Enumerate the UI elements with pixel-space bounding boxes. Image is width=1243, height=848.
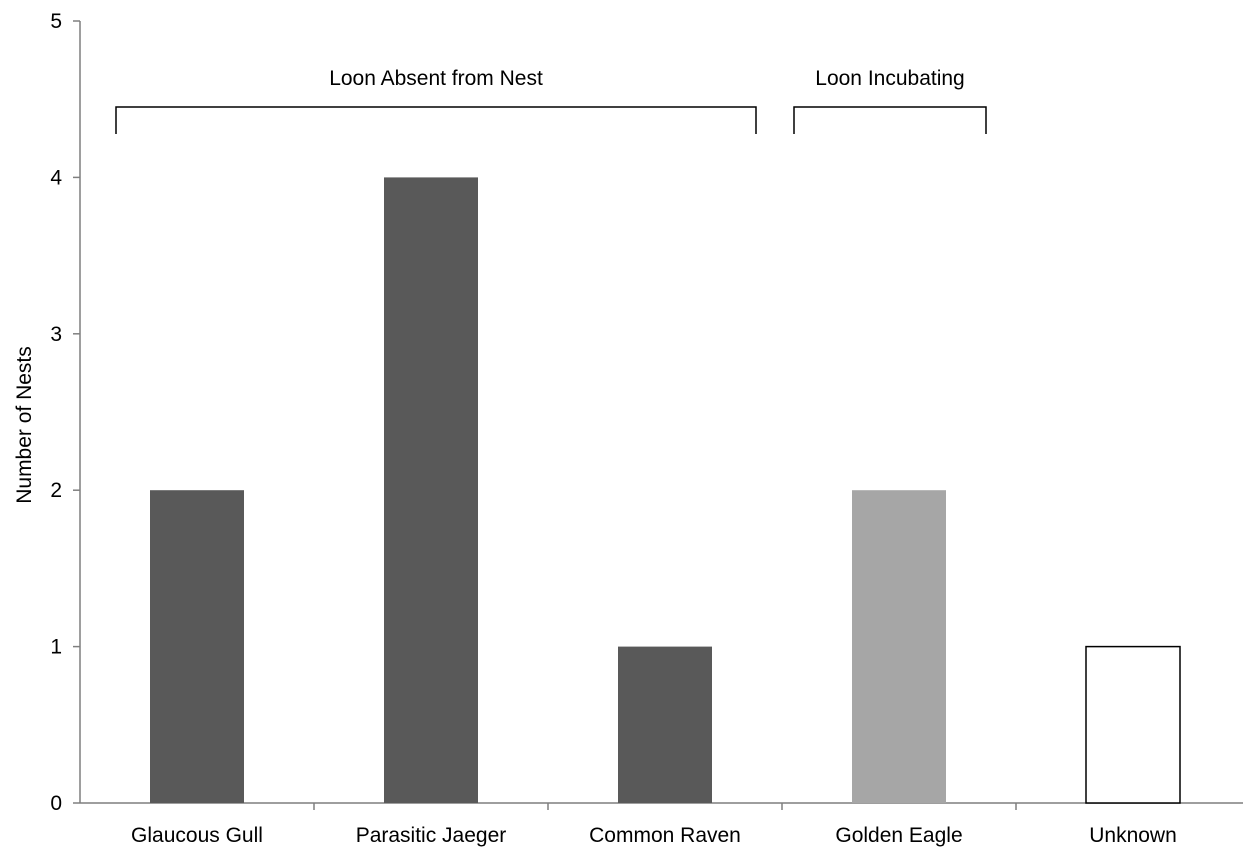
bars <box>150 177 1181 804</box>
bar <box>618 646 712 803</box>
x-category-label: Unknown <box>1089 824 1177 847</box>
x-ticks: Glaucous Gull Parasitic Jaeger Common Rave… <box>131 803 1177 847</box>
y-tick-label: 3 <box>50 323 62 346</box>
x-category-label: Golden Eagle <box>835 824 962 847</box>
annotations: Loon Absent from Nest Loon Incubating <box>115 67 987 134</box>
x-category-label: Common Raven <box>589 824 741 847</box>
x-category-label: Glaucous Gull <box>131 824 263 847</box>
bar <box>384 177 478 803</box>
x-category-label: Parasitic Jaeger <box>356 824 507 847</box>
y-tick-label: 5 <box>50 10 62 33</box>
y-axis-title: Number of Nests <box>13 346 36 504</box>
y-ticks: 0 1 2 3 4 5 <box>50 10 80 815</box>
y-tick-label: 4 <box>50 166 62 189</box>
annotation-label: Loon Absent from Nest <box>329 67 543 90</box>
y-tick-label: 0 <box>50 792 62 815</box>
annotation-label: Loon Incubating <box>815 67 964 90</box>
y-tick-label: 1 <box>50 636 62 659</box>
y-tick-label: 2 <box>50 479 62 502</box>
bar <box>150 490 244 803</box>
annotation-bracket <box>793 106 987 134</box>
bar <box>852 490 946 803</box>
bar <box>1085 645 1181 804</box>
annotation-bracket <box>115 106 757 134</box>
